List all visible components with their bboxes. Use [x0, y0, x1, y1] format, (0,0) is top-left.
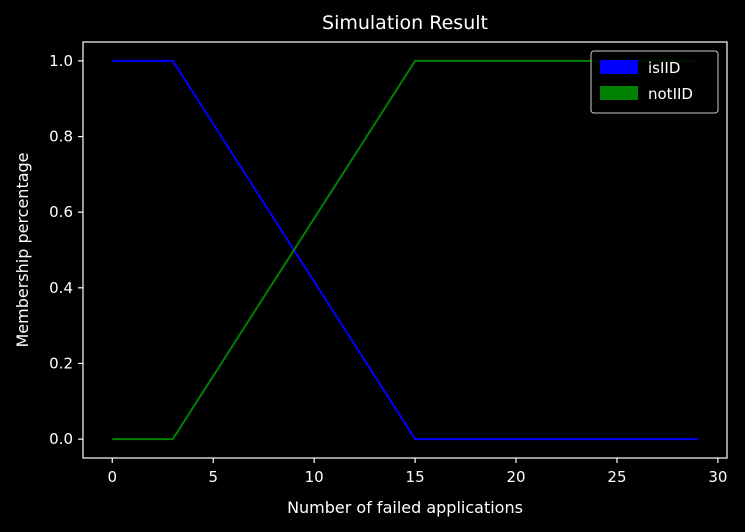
x-tick-label: 30 — [708, 468, 727, 486]
legend-label-isIID: isIID — [648, 59, 680, 77]
legend-swatch-notIID — [600, 86, 638, 100]
x-tick-label: 10 — [305, 468, 324, 486]
series-line-isIID — [112, 59, 698, 441]
series-line-notIID — [112, 59, 698, 441]
y-tick-label: 0.8 — [49, 128, 73, 146]
axes-frame — [82, 41, 728, 459]
y-tick-label: 1.0 — [49, 52, 73, 70]
y-tick-label: 0.2 — [49, 354, 73, 372]
axes: 0 5 10 15 20 25 30 0.0 0.2 0.4 0.6 0.8 1.0 — [49, 41, 728, 486]
x-tick-label: 0 — [107, 468, 117, 486]
x-tick-label: 15 — [406, 468, 425, 486]
x-tick-label: 5 — [208, 468, 218, 486]
y-axis-label: Membership percentage — [13, 152, 32, 347]
y-tick-label: 0.0 — [49, 430, 73, 448]
x-tick-label: 25 — [607, 468, 626, 486]
legend-swatch-isIID — [600, 60, 638, 74]
x-tick-label: 20 — [506, 468, 525, 486]
legend-label-notIID: notIID — [648, 85, 693, 103]
plot-area — [112, 59, 698, 441]
x-axis-label: Number of failed applications — [287, 498, 523, 517]
legend: isIID notIID — [590, 50, 719, 114]
y-tick-label: 0.6 — [49, 203, 73, 221]
chart-title: Simulation Result — [322, 12, 488, 34]
y-tick-label: 0.4 — [49, 279, 73, 297]
